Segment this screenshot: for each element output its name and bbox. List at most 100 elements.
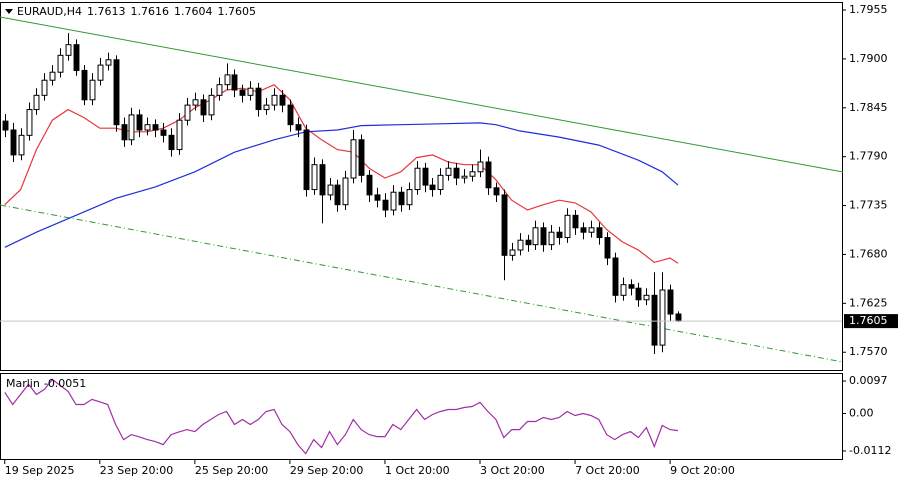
candle-body — [184, 104, 191, 121]
candle-body — [231, 74, 238, 91]
candle-body — [128, 114, 135, 141]
candle-body — [477, 161, 484, 173]
candle-body — [532, 227, 539, 246]
candle-body — [239, 89, 246, 96]
candle-body — [390, 191, 397, 211]
candle-body — [667, 289, 674, 315]
candle-body — [271, 94, 278, 106]
y-tick-label: -0.0112 — [849, 444, 891, 457]
candle-body — [327, 184, 334, 196]
candle-body — [572, 214, 579, 229]
x-tick-label: 3 Oct 20:00 — [480, 464, 545, 477]
y-tick-label: 1.7570 — [849, 345, 888, 358]
moving-average — [4, 122, 679, 248]
candle-body — [279, 94, 286, 106]
candle-body — [469, 171, 476, 177]
y-tick-label: 1.7900 — [849, 52, 888, 65]
trend-line — [0, 16, 844, 173]
y-tick-label: 1.7845 — [849, 101, 888, 114]
candle-body — [57, 54, 64, 73]
y-tick-label: 1.7790 — [849, 150, 888, 163]
candle-body — [121, 124, 128, 141]
plot — [2, 33, 682, 455]
candle-body — [65, 44, 72, 56]
candle-body — [596, 227, 603, 239]
candle-body — [216, 84, 223, 96]
candle-body — [422, 167, 429, 186]
candle-body — [319, 164, 326, 196]
candle-body — [635, 287, 642, 301]
candle-body — [406, 189, 413, 206]
x-tick-label: 29 Sep 20:00 — [290, 464, 363, 477]
candle-body — [49, 71, 56, 81]
candle-body — [620, 284, 627, 296]
candle-body — [287, 104, 294, 126]
candle-body — [525, 239, 532, 246]
candle-body — [255, 87, 262, 111]
candle-body — [429, 184, 436, 191]
candle-body — [445, 167, 452, 176]
candle-body — [501, 194, 508, 256]
candle-body — [414, 167, 421, 191]
candle-body — [342, 177, 349, 206]
candle-body — [224, 74, 231, 86]
candle-body — [18, 134, 25, 156]
candle-body — [675, 313, 682, 322]
indicator-name: Marlin — [6, 377, 40, 390]
y-tick-label: 1.7625 — [849, 296, 888, 309]
menu-triangle — [5, 9, 13, 14]
candle-body — [588, 227, 595, 233]
header-open: 1.7613 — [87, 5, 126, 18]
header-low: 1.7604 — [174, 5, 213, 18]
candle-body — [485, 161, 492, 189]
candle-body — [113, 59, 120, 126]
candle-body — [374, 194, 381, 201]
candle-body — [192, 99, 199, 106]
candle-body — [461, 175, 468, 179]
x-tick-label: 19 Sep 2025 — [5, 464, 75, 477]
candle-body — [81, 69, 88, 101]
candle-body — [453, 167, 460, 179]
x-tick-label: 7 Oct 20:00 — [575, 464, 640, 477]
price-label: 1.7605 — [849, 314, 888, 327]
candle-body — [208, 94, 215, 116]
candle-body — [651, 294, 658, 346]
x-tick-label: 9 Oct 20:00 — [670, 464, 735, 477]
candle-body — [517, 239, 524, 251]
candle-body — [659, 289, 666, 346]
candle-body — [41, 79, 48, 96]
y-tick-label: 0.0097 — [849, 374, 888, 387]
candle-body — [160, 129, 167, 136]
x-tick-label: 1 Oct 20:00 — [385, 464, 450, 477]
candle-body — [358, 139, 365, 176]
candle-body — [311, 164, 318, 191]
candle-body — [540, 227, 547, 246]
price-label-box — [844, 314, 898, 329]
candle-body — [564, 214, 571, 239]
candle-body — [612, 257, 619, 296]
candle-body — [548, 231, 555, 246]
sub-panel-frame — [0, 373, 843, 460]
candle-body — [2, 120, 9, 131]
y-tick-label: 0.00 — [849, 406, 874, 419]
x-tick-label: 23 Sep 20:00 — [100, 464, 173, 477]
moving-average — [4, 83, 679, 264]
candle-body — [97, 64, 104, 81]
indicator-value: -0.0051 — [44, 377, 86, 390]
header-high: 1.7616 — [131, 5, 170, 18]
candle-body — [33, 94, 40, 111]
main-panel-frame — [0, 2, 843, 371]
candle-body — [105, 59, 112, 66]
candle-body — [152, 124, 159, 131]
candle-body — [350, 139, 357, 179]
candle-body — [26, 109, 33, 136]
candle-body — [643, 294, 650, 301]
candle-body — [303, 129, 310, 191]
candle-body — [295, 124, 302, 131]
candle-body — [437, 174, 444, 191]
candle-body — [493, 187, 500, 196]
candle-body — [10, 129, 17, 156]
